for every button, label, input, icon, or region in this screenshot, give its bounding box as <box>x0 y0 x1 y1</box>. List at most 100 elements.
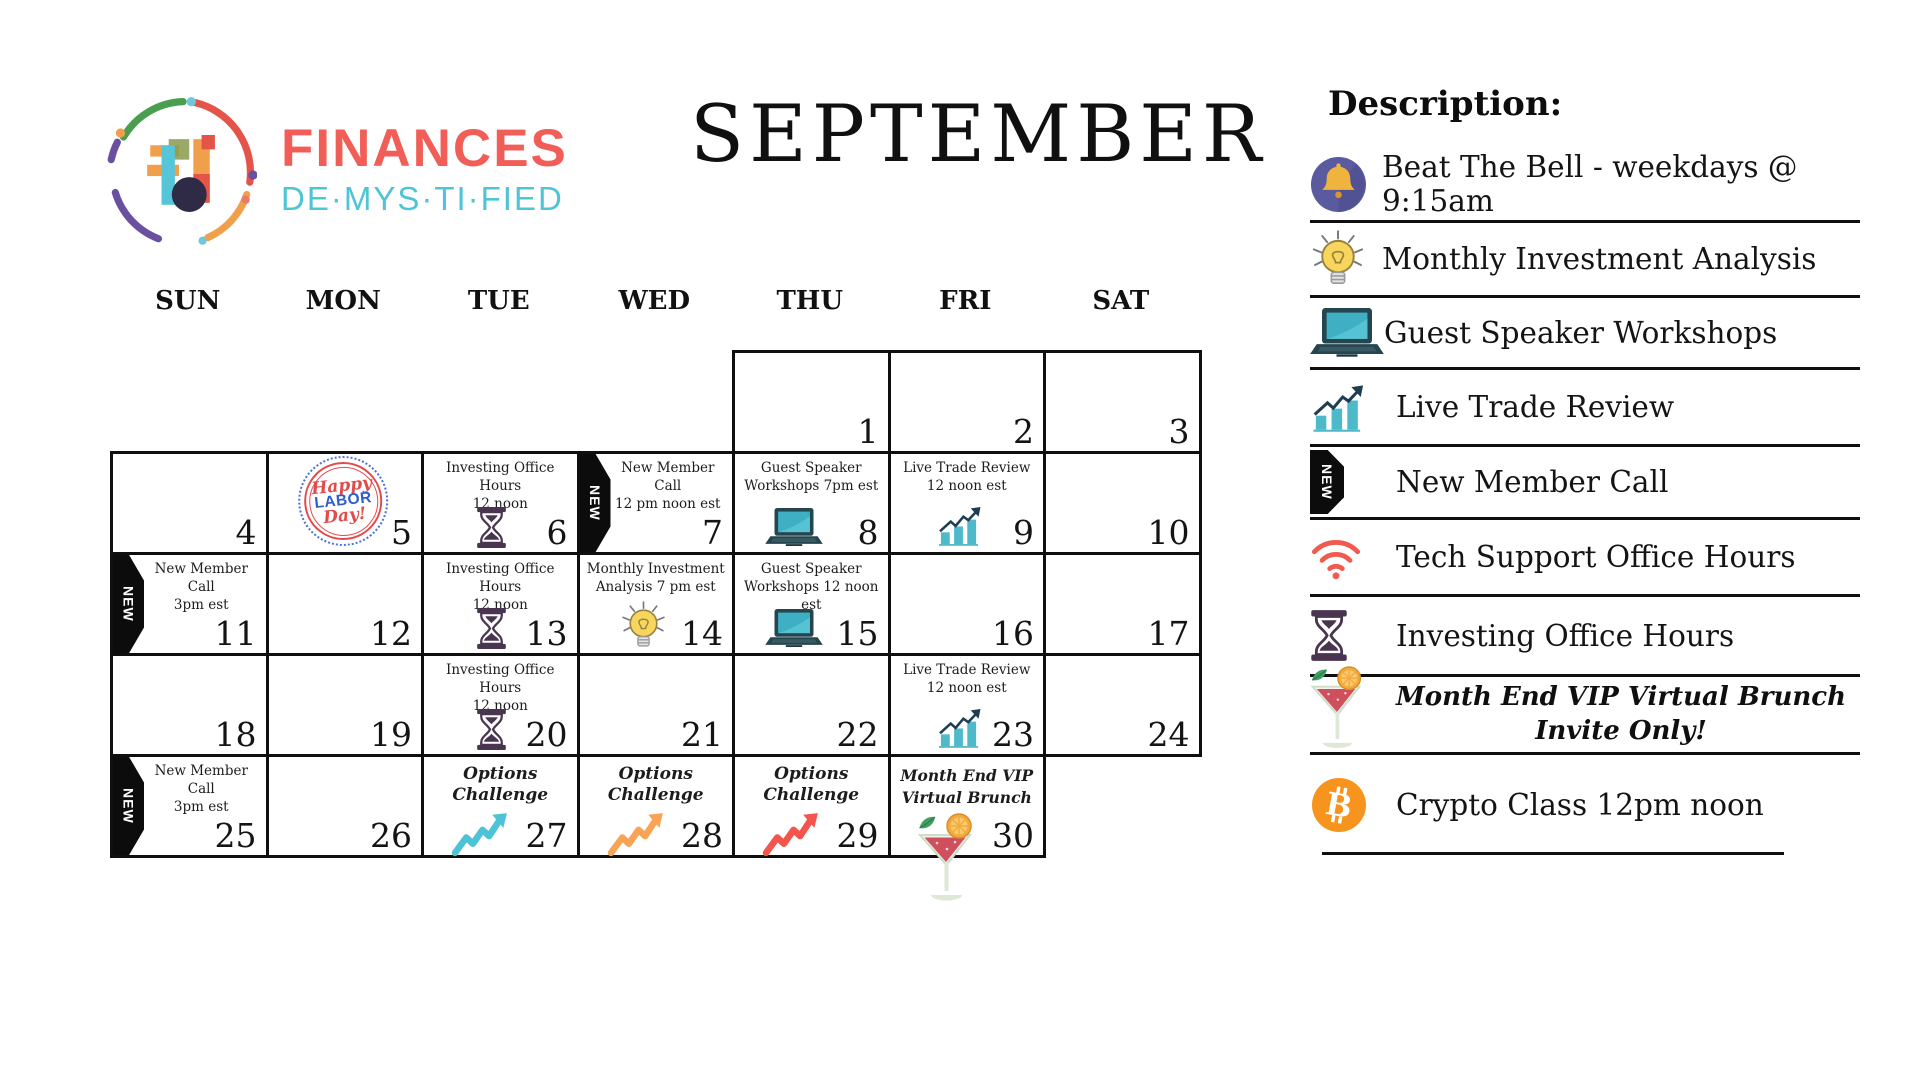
day-number: 8 <box>857 513 879 553</box>
event-label: Live Trade Review 12 noon est <box>903 662 1031 697</box>
day-header-mon: MON <box>305 286 381 316</box>
legend-item: Live Trade Review <box>1310 370 1860 447</box>
legend-item: Tech Support Office Hours <box>1310 520 1860 597</box>
zigzag-arrow-icon <box>450 810 511 857</box>
bulb-icon <box>620 601 667 650</box>
legend-label: Monthly Investment Analysis <box>1382 242 1817 276</box>
calendar-day-cell-8: Guest Speaker Workshops 7pm est 8 <box>732 451 888 552</box>
day-header-tue: TUE <box>467 286 530 316</box>
day-number: 28 <box>681 816 723 856</box>
day-number: 7 <box>702 513 723 553</box>
legend-label: New Member Call <box>1396 465 1669 499</box>
chart-icon <box>935 505 984 546</box>
calendar-day-cell-27: Options Challenge 27 <box>421 754 577 858</box>
calendar-day-cell-17: 17 <box>1043 552 1202 653</box>
brand-tagline: DE·MYS·TI·FIED <box>281 180 564 217</box>
zigzag-arrow-icon <box>761 810 822 857</box>
calendar-day-cell-29: Options Challenge 29 <box>732 754 888 858</box>
calendar-day-cell-1: 1 <box>732 350 888 451</box>
calendar-day-cell-22: 22 <box>732 653 888 754</box>
event-label: Investing Office Hours 12 noon <box>446 460 555 513</box>
calendar-day-cell-13: Investing Office Hours 12 noon 13 <box>421 552 577 653</box>
calendar-day-cell-16: 16 <box>887 552 1043 653</box>
wifi-icon <box>1310 535 1382 580</box>
calendar-day-cell-19: 19 <box>265 653 421 754</box>
day-number: 26 <box>370 816 412 856</box>
legend-label: Live Trade Review <box>1396 390 1675 424</box>
day-header-fri: FRI <box>939 286 992 316</box>
day-number: 4 <box>235 513 257 553</box>
day-number: 15 <box>836 614 879 654</box>
legend-end-divider <box>1322 852 1784 855</box>
calendar-day-cell-6: Investing Office Hours 12 noon 6 <box>421 451 577 552</box>
day-number: 14 <box>681 614 723 654</box>
legend-label: Guest Speaker Workshops <box>1384 315 1778 350</box>
day-header-sat: SAT <box>1092 286 1150 316</box>
legend-label: Beat The Bell - weekdays @ 9:15am <box>1382 150 1798 218</box>
chart-icon <box>935 707 984 748</box>
hourglass-icon <box>476 507 507 548</box>
calendar-day-cell-5: Happy LABOR Day! 5 <box>265 451 421 552</box>
legend-label: Month End VIP Virtual Brunch Invite Only! <box>1395 682 1847 746</box>
cocktail-icon <box>913 813 977 909</box>
day-number: 9 <box>1013 513 1034 553</box>
event-label: Investing Office Hours 12 noon <box>446 662 555 715</box>
calendar-day-cell-24: 24 <box>1043 653 1202 757</box>
calendar-day-cell-3: 3 <box>1043 350 1202 451</box>
calendar-day-cell-14: Monthly Investment Analysis 7 pm est 14 <box>576 552 732 654</box>
cocktail-icon <box>1310 665 1382 756</box>
legend-item: Guest Speaker Workshops <box>1310 298 1860 370</box>
laptop-icon <box>765 508 823 547</box>
calendar-day-cell-18: 18 <box>110 653 266 754</box>
calendar-day-cell-2: 2 <box>887 350 1043 452</box>
event-label: New Member Call 3pm est <box>154 763 248 816</box>
finances-demystified-logo <box>103 96 258 250</box>
legend-item: Month End VIP Virtual Brunch Invite Only! <box>1310 665 1860 756</box>
day-number: 27 <box>525 816 568 856</box>
happy-labor-day-sticker: Happy LABOR Day! <box>293 451 393 551</box>
legend-heading: Description: <box>1328 84 1563 124</box>
bell-icon <box>1310 156 1382 213</box>
calendar-day-cell-25: NEW New Member Call 3pm est 25 <box>110 754 266 858</box>
legend-item: Beat The Bell - weekdays @ 9:15am <box>1310 148 1860 223</box>
calendar-day-cell-9: Live Trade Review 12 noon est 9 <box>887 451 1043 553</box>
day-number: 21 <box>681 715 723 755</box>
legend-label: Crypto Class 12pm noon <box>1396 788 1764 822</box>
event-label: Live Trade Review 12 noon est <box>903 460 1031 495</box>
day-number: 18 <box>214 715 257 755</box>
day-number: 2 <box>1013 412 1034 452</box>
event-label: New Member Call 3pm est <box>154 561 248 614</box>
event-label: Options Challenge <box>452 764 549 805</box>
legend-label: Investing Office Hours <box>1396 618 1735 653</box>
day-header-thu: THU <box>776 286 844 316</box>
day-number: 24 <box>1147 715 1190 755</box>
legend-item: NEW New Member Call <box>1310 447 1860 520</box>
legend-item: Monthly Investment Analysis <box>1310 223 1860 298</box>
calendar-day-cell-11: NEW New Member Call 3pm est 11 <box>110 552 266 653</box>
zigzag-arrow-icon <box>606 810 667 857</box>
calendar-day-cell-12: 12 <box>265 552 421 654</box>
month-title: SEPTEMBER <box>690 88 1267 180</box>
day-number: 1 <box>857 412 879 452</box>
calendar-day-cell-28: Options Challenge 28 <box>576 754 732 858</box>
event-label: New Member Call 12 pm noon est <box>615 460 721 513</box>
day-number: 29 <box>836 816 879 856</box>
laptop-icon <box>765 609 823 648</box>
day-number: 12 <box>370 614 412 654</box>
calendar-day-cell-4: 4 <box>110 451 266 552</box>
calendar-day-cell-20: Investing Office Hours 12 noon 20 <box>421 653 577 754</box>
day-number: 13 <box>525 614 568 654</box>
legend-label: Tech Support Office Hours <box>1396 540 1796 574</box>
day-header-wed: WED <box>618 286 691 316</box>
day-number: 30 <box>992 816 1034 856</box>
event-label: Guest Speaker Workshops 12 noon est <box>744 561 879 614</box>
legend: Beat The Bell - weekdays @ 9:15am Monthly… <box>1310 148 1860 855</box>
calendar-day-cell-23: Live Trade Review 12 noon est 23 <box>887 653 1043 754</box>
calendar-day-cell-10: 10 <box>1043 451 1202 552</box>
hourglass-icon <box>476 709 507 750</box>
calendar-day-cell-30: Month End VIP Virtual Brunch 30 <box>887 754 1046 901</box>
event-label: Investing Office Hours 12 noon <box>446 561 555 614</box>
event-label: Monthly Investment Analysis 7 pm est <box>586 561 725 596</box>
day-number: 20 <box>525 715 568 755</box>
